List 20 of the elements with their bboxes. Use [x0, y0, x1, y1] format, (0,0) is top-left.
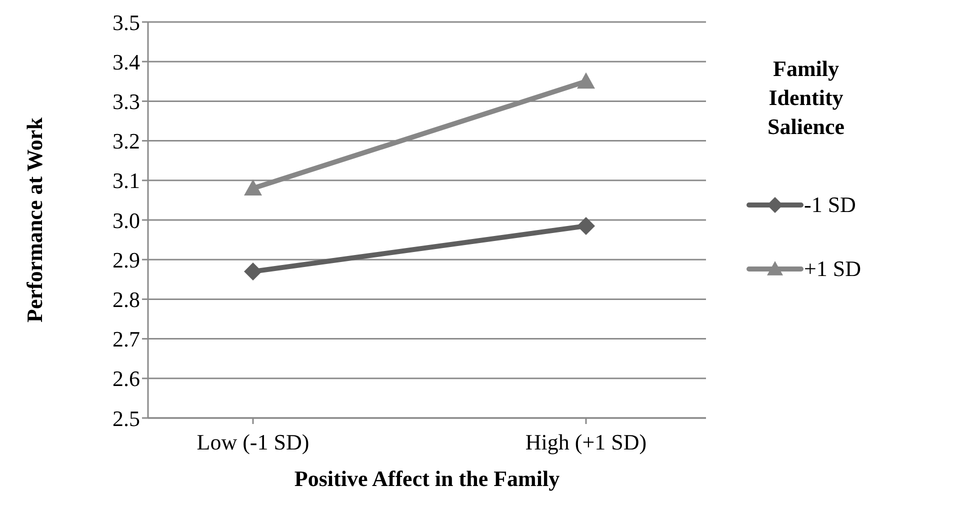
y-tick-label: 3.0	[112, 208, 140, 233]
y-tick-label: 2.7	[112, 326, 140, 352]
y-tick-label: 2.6	[112, 366, 140, 392]
x-tick-label: High (+1 SD)	[525, 430, 647, 455]
legend-label: -1 SD	[804, 192, 856, 218]
y-tick-label: 2.9	[112, 247, 140, 272]
y-tick-label: 2.8	[112, 287, 140, 312]
y-tick-label: 3.4	[112, 49, 140, 74]
y-tick-label: 3.1	[112, 168, 140, 194]
point	[577, 216, 595, 235]
y-axis-title: Performance at Work	[22, 116, 47, 322]
y-tick-label: 2.5	[112, 406, 140, 431]
y-tick-label: 3.3	[112, 89, 140, 114]
x-axis-title: Positive Affect in the Family	[294, 466, 560, 491]
y-tick-label: 3.5	[112, 10, 140, 35]
x-tick-label: Low (-1 SD)	[196, 430, 310, 455]
legend-label: +1 SD	[804, 256, 862, 282]
legend-title: Family Identity Salience	[766, 54, 846, 140]
y-tick-label: 3.2	[112, 128, 140, 154]
point	[244, 262, 262, 280]
